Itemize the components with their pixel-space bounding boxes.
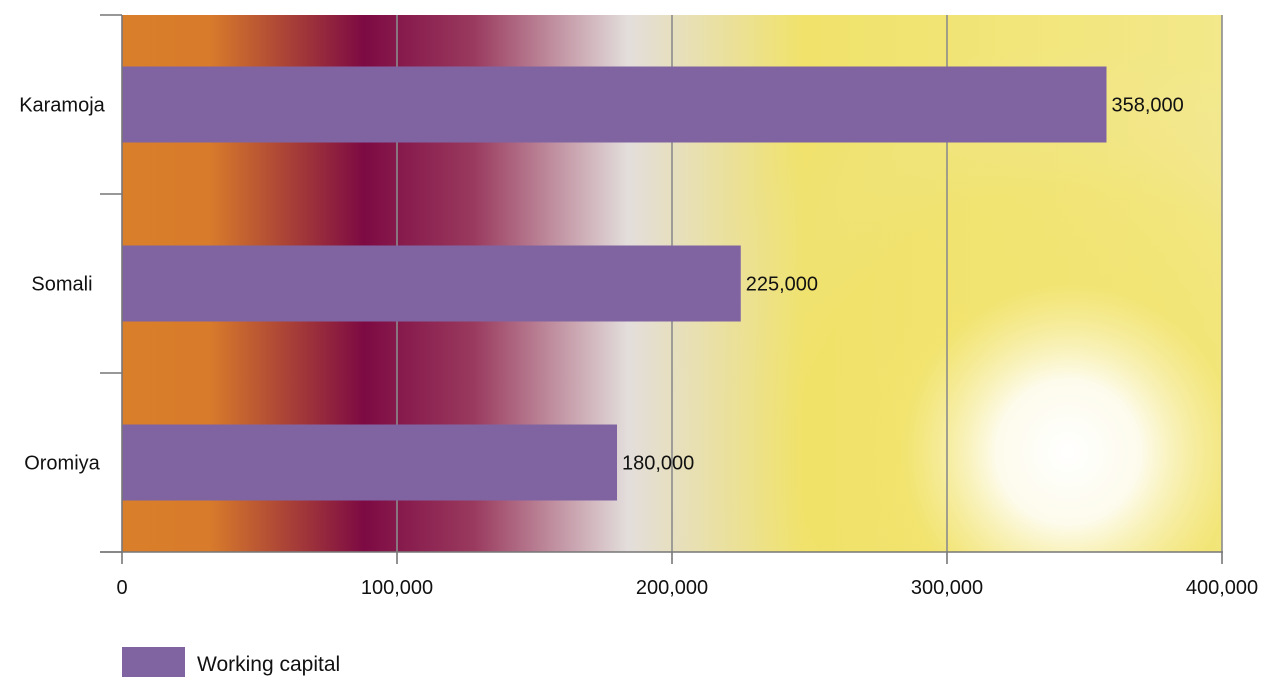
category-label: Karamoja [19,95,105,117]
x-tick-label: 100,000 [361,577,433,599]
axes [100,14,1223,564]
bar [122,66,1107,143]
x-tick-label: 0 [116,577,127,599]
data-label: 358,000 [1112,95,1184,117]
x-axis-tick-labels: 0 100,000 200,000 300,000 400,000 [116,577,1258,599]
x-tick-label: 300,000 [911,577,983,599]
legend-swatch [122,647,185,677]
x-tick-label: 400,000 [1186,577,1258,599]
y-axis-category-labels: Karamoja Somali Oromiya [19,95,105,475]
bars [122,66,1107,501]
category-label: Somali [31,274,92,296]
x-tick-label: 200,000 [636,577,708,599]
bar [122,424,617,501]
data-labels: 358,000 225,000 180,000 [622,95,1184,475]
data-label: 225,000 [746,274,818,296]
data-label: 180,000 [622,453,694,475]
category-label: Oromiya [24,453,100,475]
legend: Working capital [122,647,340,677]
bar [122,245,741,322]
legend-label: Working capital [197,653,340,676]
